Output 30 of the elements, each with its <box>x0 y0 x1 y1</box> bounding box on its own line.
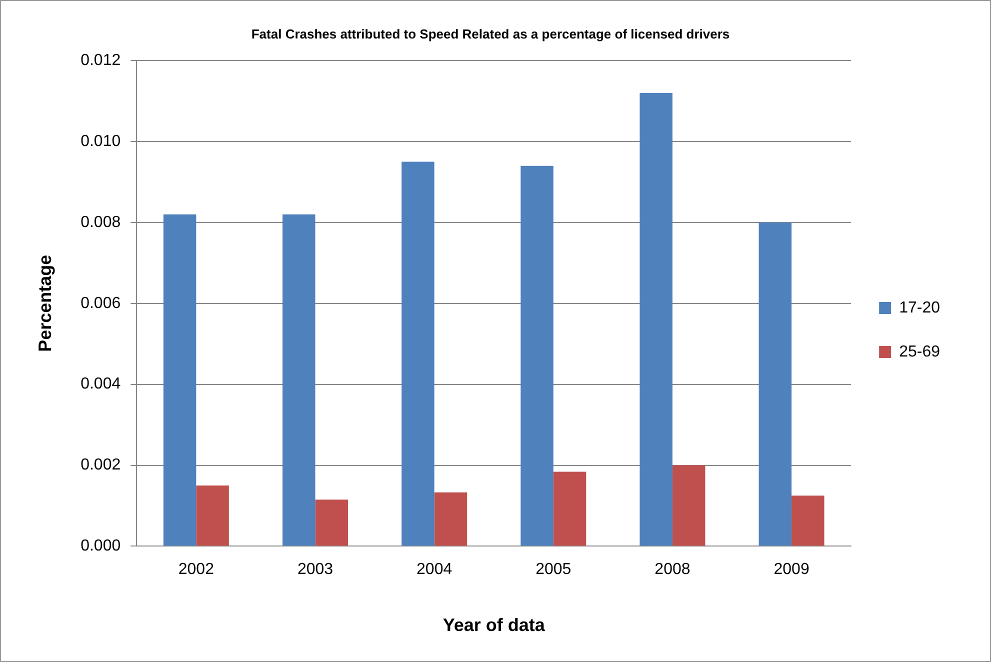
y-tick-label: 0.012 <box>80 52 121 70</box>
legend-label: 25-69 <box>899 343 940 360</box>
y-tick-label: 0.010 <box>80 132 121 150</box>
bar <box>640 92 672 546</box>
x-axis-title: Year of data <box>442 615 546 636</box>
y-tick-label: 0.002 <box>80 456 121 474</box>
x-tick-label: 2003 <box>297 561 334 578</box>
bar <box>434 492 468 546</box>
bar <box>758 222 792 546</box>
bar <box>163 214 196 546</box>
bar <box>402 162 434 546</box>
bar <box>282 214 316 546</box>
x-tick-label: 2008 <box>654 561 690 578</box>
y-tick-label: 0.008 <box>80 214 121 231</box>
bar <box>520 166 554 546</box>
bar <box>792 496 824 546</box>
x-tick-label: 2005 <box>536 561 572 578</box>
chart-title: Fatal Crashes attributed to Speed Related as a percentage of licensed drivers <box>251 26 730 42</box>
y-tick-label: 0.006 <box>80 294 121 312</box>
y-tick-label: 0.000 <box>80 538 121 555</box>
bar <box>672 465 706 546</box>
bar <box>315 500 348 546</box>
x-tick-label: 2004 <box>416 561 452 578</box>
y-axis-title: Percentage <box>34 254 55 352</box>
bar <box>196 486 229 546</box>
x-tick-label: 2002 <box>178 561 214 578</box>
bar <box>553 472 586 546</box>
x-tick-label: 2009 <box>774 561 810 578</box>
legend-label: 17-20 <box>899 299 940 316</box>
y-tick-label: 0.004 <box>80 376 121 393</box>
